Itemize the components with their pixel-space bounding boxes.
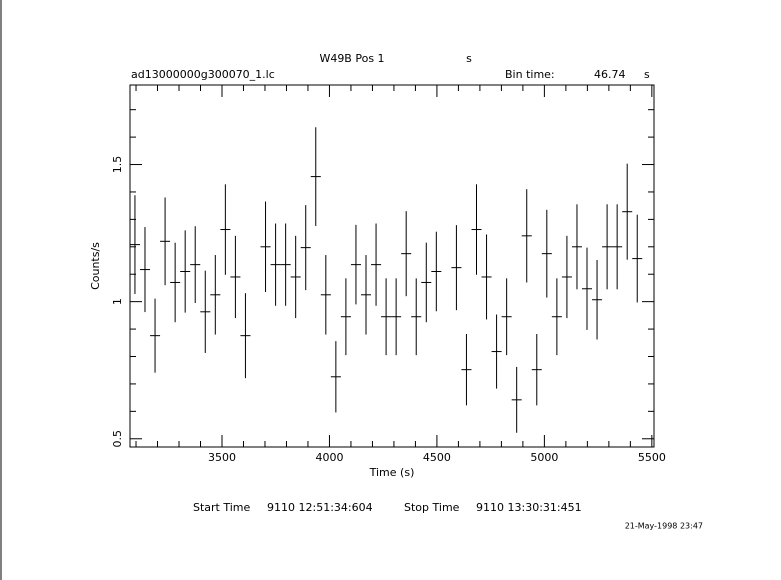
y-tick-label: 0.5 bbox=[111, 430, 124, 448]
y-tick-label: 1.5 bbox=[111, 156, 124, 174]
y-axis-label: Counts/s bbox=[89, 242, 102, 290]
x-tick-label: 5000 bbox=[530, 451, 558, 464]
bin-time-unit: s bbox=[644, 68, 650, 81]
date: 21-May-1998 23:47 bbox=[625, 522, 703, 531]
file-name: ad13000000g300070_1.lc bbox=[131, 68, 275, 81]
chart-title: W49B Pos 1 bbox=[319, 52, 384, 65]
title-unit: s bbox=[466, 52, 472, 65]
y-tick-label: 1 bbox=[111, 298, 124, 305]
stop-label: Stop Time bbox=[404, 501, 460, 514]
bin-time: 46.74 bbox=[594, 68, 626, 81]
bin-time-label: Bin time: bbox=[505, 68, 555, 81]
start-label: Start Time bbox=[193, 501, 251, 514]
start-time: 9110 12:51:34:604 bbox=[267, 501, 373, 514]
plot-frame bbox=[129, 84, 655, 448]
x-axis-label: Time (s) bbox=[369, 466, 415, 479]
x-tick-label: 3500 bbox=[208, 451, 236, 464]
x-tick-label: 5500 bbox=[638, 451, 666, 464]
x-tick-label: 4000 bbox=[315, 451, 343, 464]
x-tick-label: 4500 bbox=[423, 451, 451, 464]
stop-time: 9110 13:30:31:451 bbox=[476, 501, 582, 514]
